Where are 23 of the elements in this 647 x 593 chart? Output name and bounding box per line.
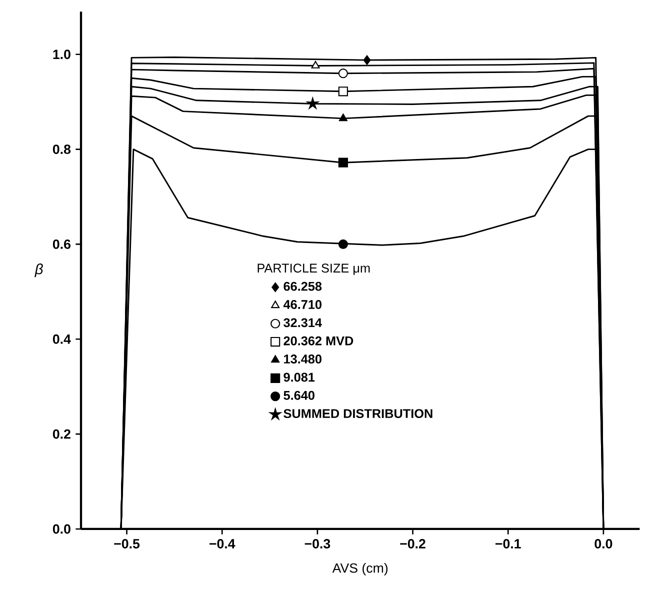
legend-label: 32.314 — [284, 318, 322, 328]
y-tick-label: 0.6 — [52, 240, 70, 249]
x-tick-label: −0.3 — [304, 539, 330, 548]
x-tick-label: −0.5 — [114, 539, 140, 548]
legend-label: 46.710 — [283, 300, 322, 309]
x-tick-label: −0.1 — [495, 539, 521, 548]
legend-title: PARTICLE SIZE μm — [258, 264, 370, 275]
legend-label: 20.362 MVD — [284, 336, 354, 346]
legend-label: 13.480 — [284, 354, 322, 364]
y-tick-label: 1.0 — [53, 50, 70, 60]
x-axis-title: AVS (cm) — [332, 562, 388, 576]
y-tick-label: 0.8 — [52, 144, 71, 154]
legend-label: SUMMED DISTRIBUTION — [284, 409, 432, 418]
legend-label: 5.640 — [284, 390, 314, 400]
x-tick-label: −0.4 — [209, 539, 236, 548]
x-tick-label: 0.0 — [594, 539, 612, 548]
legend-label: 9.081 — [284, 372, 315, 382]
x-tick-label: −0.2 — [400, 539, 426, 548]
y-tick-label: 0.4 — [52, 334, 71, 344]
y-tick-label: 0.2 — [52, 429, 70, 439]
y-axis-title: β — [34, 263, 43, 278]
y-tick-label: 0.0 — [52, 524, 70, 534]
legend-label: 66.258 — [284, 282, 322, 291]
